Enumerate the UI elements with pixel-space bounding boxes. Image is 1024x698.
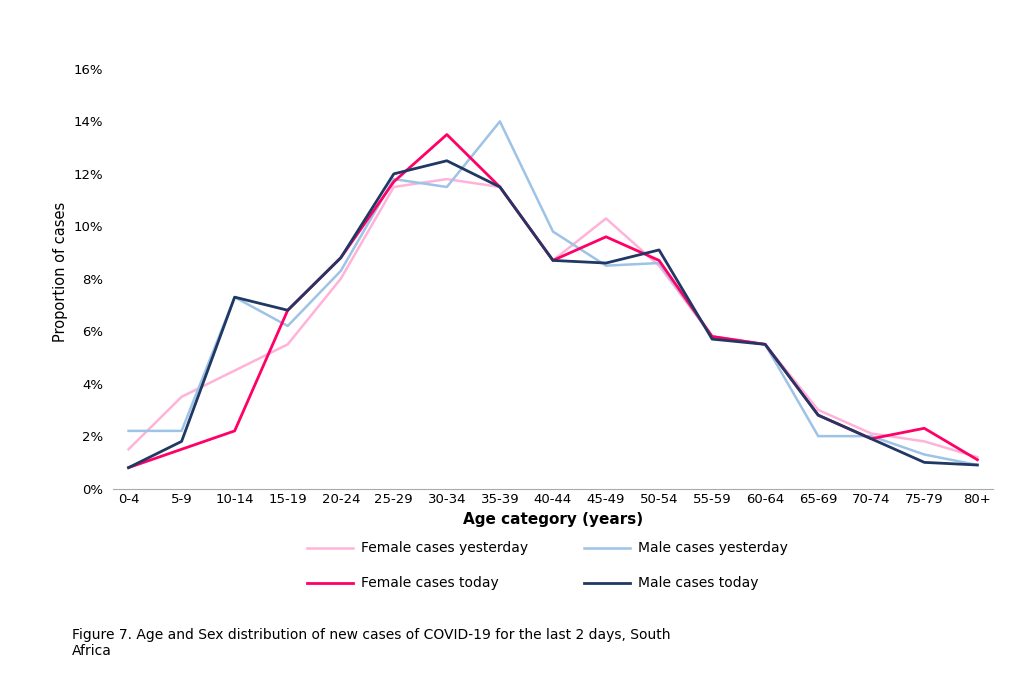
X-axis label: Age category (years): Age category (years) xyxy=(463,512,643,527)
Text: Female cases today: Female cases today xyxy=(361,576,500,590)
Text: Female cases yesterday: Female cases yesterday xyxy=(361,541,528,555)
Y-axis label: Proportion of cases: Proportion of cases xyxy=(53,202,68,342)
Text: Figure 7. Age and Sex distribution of new cases of COVID-19 for the last 2 days,: Figure 7. Age and Sex distribution of ne… xyxy=(72,628,670,658)
Text: Male cases yesterday: Male cases yesterday xyxy=(638,541,787,555)
Text: Male cases today: Male cases today xyxy=(638,576,759,590)
